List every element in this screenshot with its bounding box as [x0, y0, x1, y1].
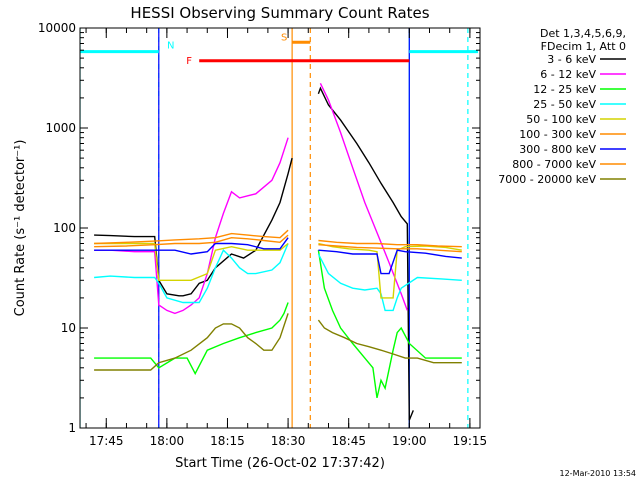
- series-line-2: [94, 137, 289, 315]
- state-bar-label-2: F: [186, 56, 192, 67]
- x-tick-label-2: 18:15: [210, 434, 245, 448]
- series-line-7: [317, 253, 462, 312]
- legend-label-3: 25 - 50 keV: [533, 98, 596, 111]
- series-line-13: [318, 249, 462, 275]
- series-line-9: [318, 242, 462, 299]
- y-axis-label: Count Rate (s⁻¹ detector⁻¹): [13, 140, 28, 317]
- x-tick-label-5: 19:00: [392, 434, 427, 448]
- series-line-16: [94, 313, 289, 371]
- x-tick-label-6: 19:15: [453, 434, 488, 448]
- series-line-1: [317, 86, 414, 421]
- state-bar-label-0: N: [167, 41, 174, 52]
- x-axis-label: Start Time (26-Oct-02 17:37:42): [175, 456, 385, 471]
- legend-label-7: 800 - 7000 keV: [512, 158, 596, 171]
- plot-frame: [79, 27, 481, 429]
- legend-label-2: 12 - 25 keV: [533, 83, 596, 96]
- legend-label-8: 7000 - 20000 keV: [498, 173, 596, 186]
- legend: Det 1,3,4,5,6,9,FDecim 1, Att 03 - 6 keV…: [498, 27, 626, 186]
- legend-label-5: 100 - 300 keV: [519, 128, 596, 141]
- legend-header-0: Det 1,3,4,5,6,9,: [540, 27, 626, 40]
- series-line-14: [94, 234, 289, 248]
- series-line-4: [94, 302, 289, 376]
- y-tick-label-4: 10000: [38, 21, 76, 35]
- y-tick-label-3: 1000: [45, 121, 76, 135]
- x-tick-label-0: 17:45: [89, 434, 124, 448]
- y-tick-label-2: 100: [53, 221, 76, 235]
- legend-label-1: 6 - 12 keV: [540, 68, 596, 81]
- legend-label-4: 50 - 100 keV: [526, 113, 596, 126]
- series-line-17: [317, 319, 462, 364]
- series-line-15: [318, 244, 462, 253]
- timestamp-stamp: 12-Mar-2010 13:54: [560, 469, 637, 478]
- y-tick-label-1: 10: [61, 321, 76, 335]
- x-tick-label-3: 18:30: [271, 434, 306, 448]
- series-line-10: [94, 229, 289, 245]
- series-line-3: [319, 82, 408, 311]
- legend-label-0: 3 - 6 keV: [547, 53, 596, 66]
- series-line-5: [317, 250, 462, 399]
- plot-area: N F S: [80, 28, 478, 428]
- x-tick-label-1: 18:00: [150, 434, 185, 448]
- y-tick-label-0: 1: [68, 421, 76, 435]
- series-line-8: [94, 242, 289, 281]
- chart-title: HESSI Observing Summary Count Rates: [130, 4, 429, 22]
- legend-header-1: FDecim 1, Att 0: [541, 40, 626, 53]
- series-line-12: [94, 237, 289, 255]
- state-bar-label-3: S: [281, 32, 287, 43]
- axes: 1 10 100 1000 10000 17:45 18:00 18:15 18:30 18:45…: [38, 21, 487, 448]
- series-line-0: [94, 157, 293, 297]
- series-line-11: [318, 239, 462, 248]
- legend-label-6: 300 - 800 keV: [519, 143, 596, 156]
- series-line-6: [94, 243, 289, 304]
- x-tick-label-4: 18:45: [331, 434, 366, 448]
